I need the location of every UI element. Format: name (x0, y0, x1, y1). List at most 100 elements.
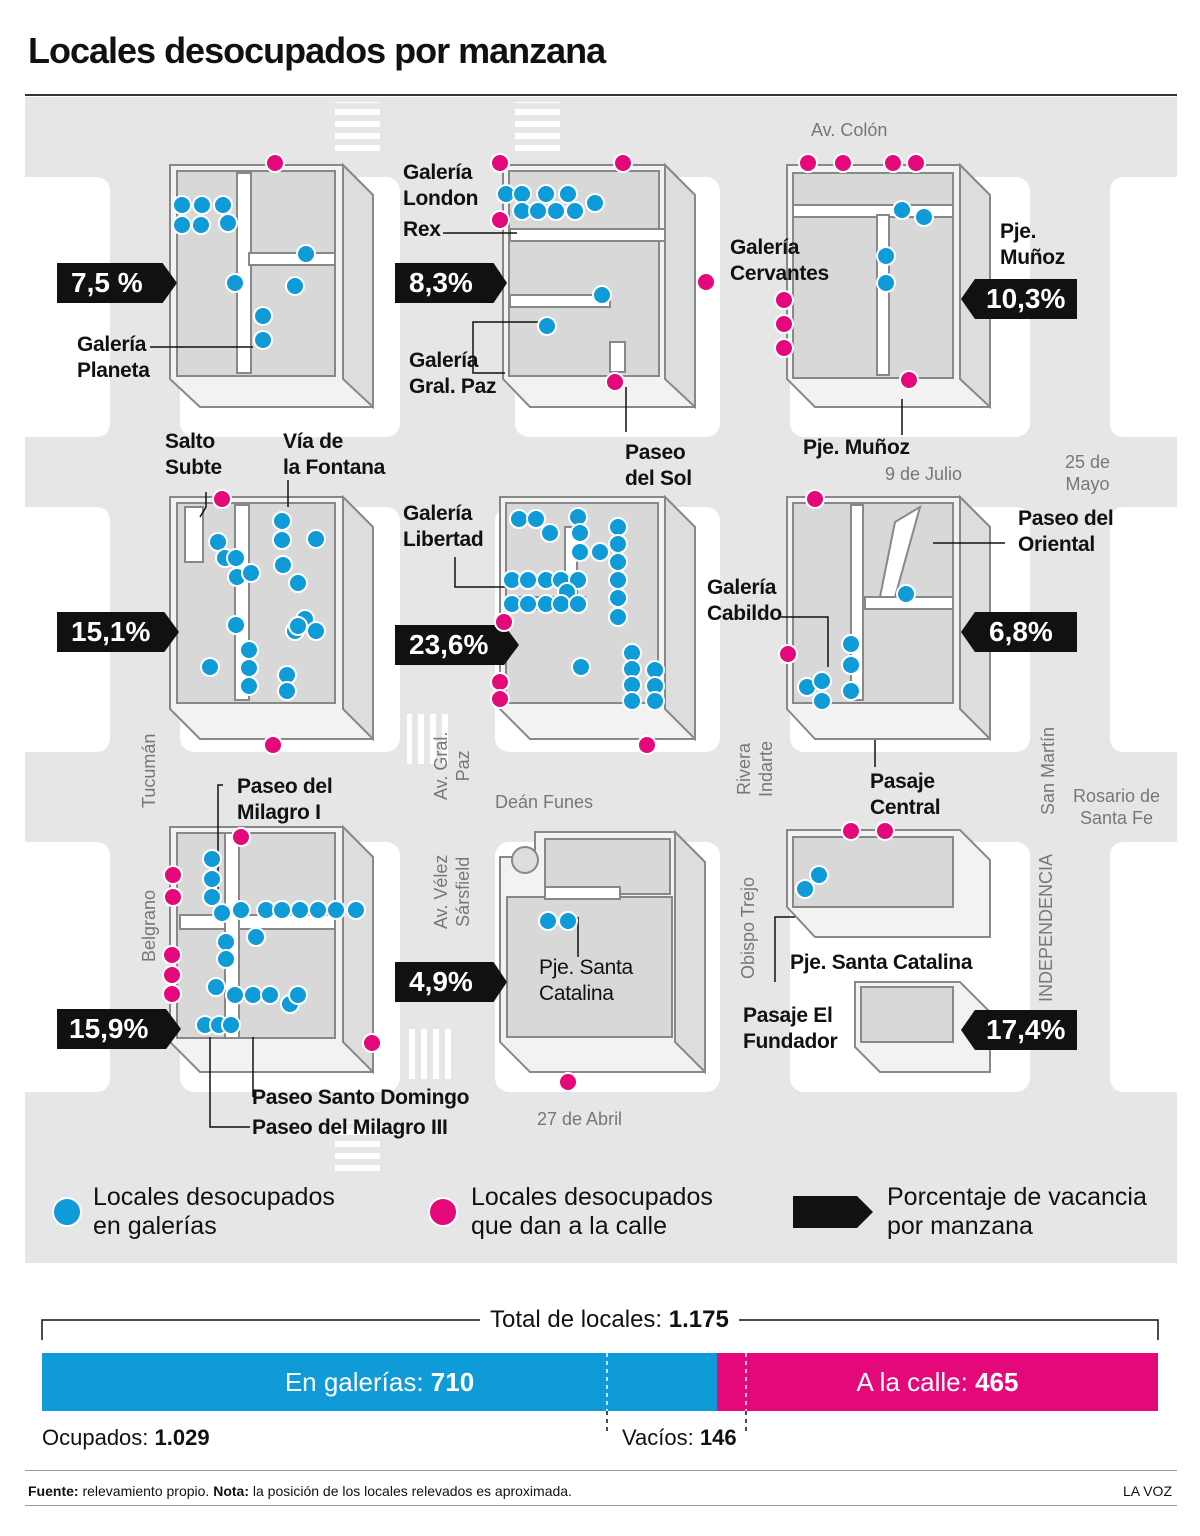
dot-galeria (537, 316, 557, 336)
dot-calle (494, 612, 514, 632)
dot-galeria (592, 285, 612, 305)
dot-galeria (273, 555, 293, 575)
street-9-de-julio: 9 de Julio (885, 464, 963, 484)
dot-galeria (288, 616, 308, 636)
dot-calle (558, 1072, 578, 1092)
dot-galeria (225, 273, 245, 293)
dot-galeria (812, 691, 832, 711)
dot-galeria (892, 200, 912, 220)
dot-galeria (571, 657, 591, 677)
dot-galeria (518, 570, 538, 590)
label-paseo-del-sol: Paseo del Sol (625, 441, 692, 490)
dot-galeria (346, 900, 366, 920)
dot-calle (212, 489, 232, 509)
dot-galeria (225, 985, 245, 1005)
dot-galeria (558, 911, 578, 931)
dot-galeria (896, 584, 916, 604)
dot-galeria (285, 276, 305, 296)
dot-galeria (538, 911, 558, 931)
bar-galerias: En galerías: 710 (42, 1353, 717, 1411)
crosswalk (335, 1122, 380, 1172)
dot-galeria (540, 523, 560, 543)
street-25-de-mayo: 25 de Mayo (1065, 452, 1111, 494)
dot-galeria (253, 330, 273, 350)
legend-calle: Locales desocupados que dan a la calle (471, 1183, 713, 1240)
edge-block (1110, 842, 1177, 1092)
dot-galeria (876, 273, 896, 293)
dot-galeria (288, 985, 308, 1005)
dot-galeria (218, 213, 238, 233)
street-rosario: Rosario de Santa Fe (1073, 786, 1161, 828)
ocupados-label: Ocupados: 1.029 (42, 1425, 210, 1450)
dot-calle (778, 644, 798, 664)
dot-galeria (191, 215, 211, 235)
dot-galeria (272, 900, 292, 920)
dot-galeria (260, 985, 280, 1005)
legend-pink-dot (428, 1197, 458, 1227)
dot-galeria (795, 879, 815, 899)
label-galeria-cervantes: Galería Cervantes (730, 236, 829, 285)
label-galeria-planeta: Galería Planeta (77, 333, 150, 382)
vacancy-pct-block-6: 6,8% (961, 612, 1077, 652)
dot-galeria (608, 588, 628, 608)
dot-calle (841, 821, 861, 841)
dot-calle (605, 372, 625, 392)
leader-lines (150, 232, 1005, 1128)
dot-galeria (212, 903, 232, 923)
crosswalk (335, 102, 380, 157)
dot-galeria (608, 534, 628, 554)
label-pje-munoz-bottom: Pje. Muñoz (803, 436, 910, 459)
crosswalk (407, 1029, 452, 1079)
dot-galeria (296, 244, 316, 264)
dot-galeria (308, 900, 328, 920)
dot-calle (883, 153, 903, 173)
vacancy-pct-block-8: 4,9% (395, 962, 507, 1002)
dot-galeria (226, 548, 246, 568)
label-pje-santa-catalina-2: Pje. Santa Catalina (790, 951, 973, 974)
dot-galeria (645, 691, 665, 711)
street-dean-funes: Deán Funes (495, 792, 594, 812)
dot-galeria (608, 570, 628, 590)
dot-calle (490, 210, 510, 230)
label-paseo-santo-domingo: Paseo Santo Domingo (252, 1086, 470, 1109)
dot-galeria (568, 594, 588, 614)
dot-calle (774, 338, 794, 358)
vacancy-pct-block-7: 15,9% (57, 1009, 181, 1049)
label-pje-santa-catalina: Pje. Santa Catalina (539, 956, 633, 1005)
dot-galeria (241, 563, 261, 583)
dot-galeria (200, 657, 220, 677)
dot-galeria (221, 1015, 241, 1035)
dot-galeria (876, 246, 896, 266)
legend-blue-dot (52, 1197, 82, 1227)
dot-galeria (213, 195, 233, 215)
source-note: Fuente: relevamiento propio. Nota: la po… (28, 1483, 572, 1499)
dot-galeria (526, 509, 546, 529)
dot-galeria (239, 658, 259, 678)
vacios-markers (606, 1353, 747, 1431)
dot-calle (490, 689, 510, 709)
label-galeria-london: Galería London (403, 161, 479, 210)
dot-calle (163, 887, 183, 907)
bar-calle: A la calle: 465 (717, 1353, 1158, 1411)
legend-pct: Porcentaje de vacancia por manzana (887, 1183, 1147, 1240)
dot-galeria (172, 195, 192, 215)
dot-calle (805, 489, 825, 509)
dot-galeria (216, 932, 236, 952)
total-label: Total de locales: 1.175 (480, 1306, 739, 1334)
dot-calle (774, 314, 794, 334)
edge-block (25, 177, 110, 437)
dot-galeria (202, 887, 222, 907)
dot-galeria (608, 552, 628, 572)
dot-galeria (509, 509, 529, 529)
vacancy-pct-block-4: 15,1% (57, 612, 179, 652)
dot-calle (163, 865, 183, 885)
dot-galeria (231, 900, 251, 920)
dot-galeria (243, 985, 263, 1005)
dot-galeria (326, 900, 346, 920)
city-map: Av. Colón 9 de Julio 25 de Mayo Deán Fun… (25, 97, 1177, 1263)
brand-la-voz: LA VOZ (1122, 1483, 1172, 1499)
dot-galeria (306, 621, 326, 641)
vacancy-pct-block-2: 8,3% (395, 263, 507, 303)
dot-galeria (841, 655, 861, 675)
label-paseo-del-milagro-i: Paseo del Milagro I (237, 775, 333, 824)
